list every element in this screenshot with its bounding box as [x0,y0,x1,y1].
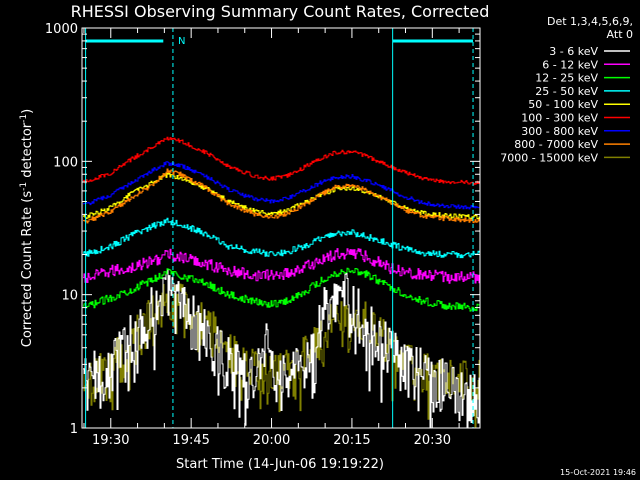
x-tick-label: 19:45 [172,433,209,448]
legend-entry: 12 - 25 keV [535,72,630,85]
y-axis-label-mid: detector [20,122,35,182]
y-tick-label: 100 [53,155,78,170]
series-line-5 [83,136,480,186]
y-axis-label-end: ) [20,109,35,114]
y-axis-label-sup1: -1 [19,182,29,191]
legend-entry: 25 - 50 keV [535,85,630,98]
series-line-6 [83,161,480,210]
legend-header-line-2: Att 0 [607,28,633,41]
y-tick-label: 1000 [45,22,78,37]
series-line-1 [83,248,480,284]
footer-date: 15-Oct-2021 19:46 [560,468,636,477]
x-axis-label: Start Time (14-Jun-06 19:19:22) [176,457,384,472]
x-tick-label: 20:15 [333,433,370,448]
y-tick-label: 10 [61,289,78,304]
axes: 19:30 19:45 20:00 20:15 20:30 1 10 100 1000 [45,22,480,448]
legend-label: 7000 - 15000 keV [500,151,598,164]
annotations: N [85,28,474,428]
series-line-0 [83,269,480,429]
legend-label: 25 - 50 keV [535,85,598,98]
chart-title: RHESSI Observing Summary Count Rates, Co… [71,2,490,21]
legend-entry: 50 - 100 keV [528,98,630,111]
series-line-7 [83,168,480,224]
legend-entry: 3 - 6 keV [549,45,630,58]
series-line-2 [83,267,480,312]
legend-label: 12 - 25 keV [535,72,598,85]
x-tick-label: 19:30 [92,433,129,448]
legend-entry: 7000 - 15000 keV [500,151,630,164]
legend-entry: 300 - 800 keV [521,125,630,138]
y-axis-label-main: Corrected Count Rate (s [20,191,35,348]
night-marker: N [178,36,185,47]
series-line-3 [83,217,480,259]
y-tick-label: 1 [70,422,78,437]
legend-entry: 100 - 300 keV [521,112,630,125]
legend-entry: 6 - 12 keV [542,58,630,71]
plot-frame [81,27,481,429]
legend-label: 6 - 12 keV [542,58,598,71]
x-tick-label: 20:00 [253,433,290,448]
legend-label: 100 - 300 keV [521,112,598,125]
y-axis-label-sup2: -1 [19,114,29,123]
y-axis-label: Corrected Count Rate (s-1 detector-1) [19,109,35,347]
plot-lines [83,136,480,429]
series-line-4 [83,172,480,220]
legend-label: 3 - 6 keV [549,45,598,58]
x-tick-label: 20:30 [414,433,451,448]
legend-label: 800 - 7000 keV [514,138,598,151]
legend-label: 50 - 100 keV [528,98,598,111]
legend-header-line-1: Det 1,3,4,5,6,9, [547,15,633,28]
legend-label: 300 - 800 keV [521,125,598,138]
legend-entry: 800 - 7000 keV [514,138,630,151]
